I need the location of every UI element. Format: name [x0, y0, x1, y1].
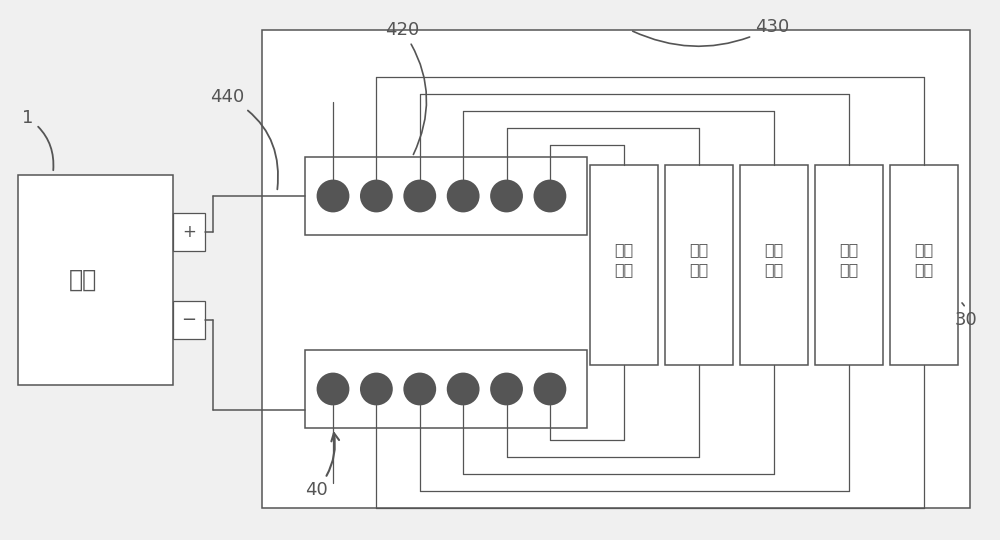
Circle shape — [534, 374, 565, 404]
Bar — [18, 175, 173, 385]
Circle shape — [448, 180, 479, 212]
Bar — [665, 165, 733, 365]
Text: 光源
模组: 光源 模组 — [764, 242, 784, 278]
Bar — [740, 165, 808, 365]
Text: −: − — [181, 311, 197, 329]
Circle shape — [361, 180, 392, 212]
Circle shape — [361, 374, 392, 404]
Bar — [262, 30, 970, 508]
Text: 光源
模组: 光源 模组 — [839, 242, 859, 278]
Circle shape — [318, 180, 349, 212]
Bar — [890, 165, 958, 365]
Text: 光源
模组: 光源 模组 — [689, 242, 709, 278]
Bar — [815, 165, 883, 365]
Circle shape — [318, 374, 349, 404]
Text: 1: 1 — [22, 109, 53, 170]
Circle shape — [448, 374, 479, 404]
Bar — [305, 350, 587, 428]
Text: 光源
模组: 光源 模组 — [614, 242, 634, 278]
Text: 40: 40 — [305, 433, 339, 499]
Text: 光源
模组: 光源 模组 — [914, 242, 934, 278]
Bar — [305, 157, 587, 235]
Text: 30: 30 — [955, 303, 978, 329]
Circle shape — [491, 180, 522, 212]
Circle shape — [534, 180, 565, 212]
Text: 420: 420 — [385, 21, 427, 154]
Bar — [173, 213, 205, 251]
Text: 430: 430 — [633, 18, 789, 46]
Circle shape — [404, 374, 435, 404]
Circle shape — [491, 374, 522, 404]
Bar — [173, 301, 205, 339]
Text: +: + — [182, 222, 196, 241]
Bar — [590, 165, 658, 365]
Circle shape — [404, 180, 435, 212]
Text: 电池: 电池 — [69, 268, 97, 292]
Text: 440: 440 — [210, 88, 278, 190]
